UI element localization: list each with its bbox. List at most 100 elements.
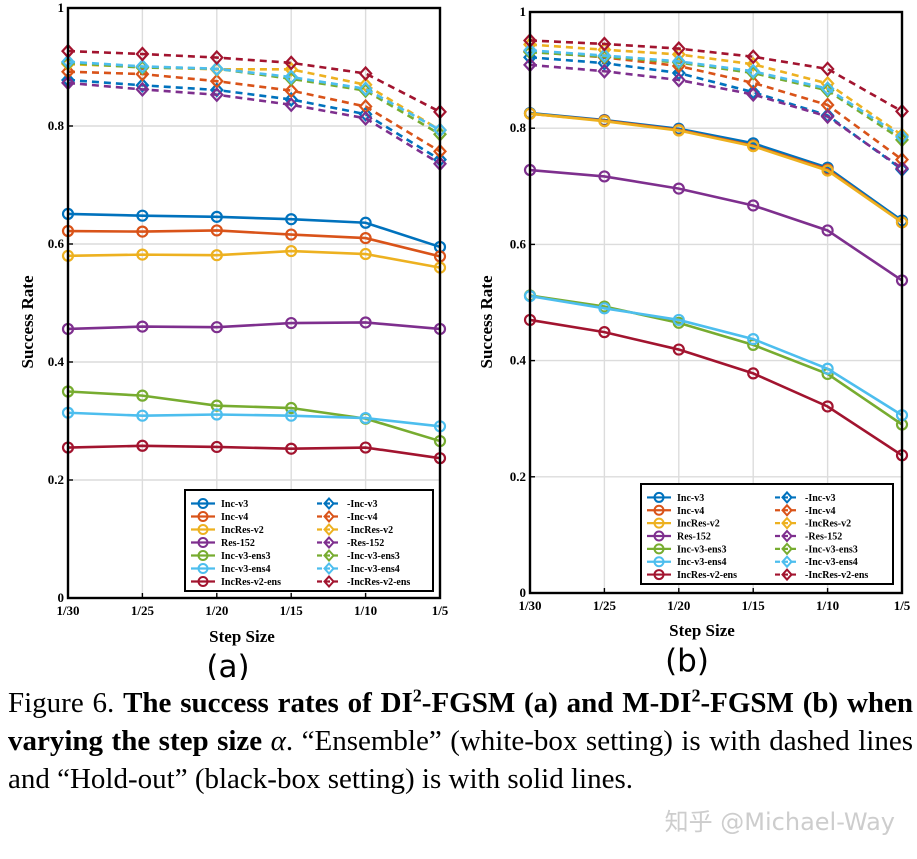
point-inc-v3-ens4-3: [747, 333, 760, 346]
chart-a: 1/30 1/25 1/20 1/15 1/10 1/5 0 0.2 0.4 0.6 0.8 1 Ste…: [18, 0, 449, 680]
point-res-152-4: [821, 224, 834, 237]
x-tick-label: 1/10: [354, 603, 377, 618]
legend-marker-inc-v4: [197, 511, 209, 522]
y-tick-label: 0: [520, 585, 527, 600]
legend-marker-incres-v2-ens: [197, 576, 209, 587]
legend-marker-ens-res-152: [323, 536, 335, 549]
legend-label-ens-inc-v3: -Inc-v3: [805, 493, 836, 504]
point-ens-incres-v2-ens-4: [358, 65, 373, 82]
point-inc-v3-ens4-2: [210, 408, 223, 421]
point-ens-inc-v3-ens4-2: [209, 61, 224, 77]
point-res-152-2: [672, 182, 685, 195]
legend-label-ens-inc-v4: -Inc-v4: [347, 512, 378, 523]
point-ens-inc-v3-ens4-2: [671, 53, 686, 70]
y-tick-label: 0.6: [510, 236, 527, 251]
point-ens-res-152-4: [820, 108, 835, 125]
legend-label-ens-incres-v2: -IncRes-v2: [347, 525, 393, 536]
point-incres-v2-ens-2: [210, 440, 223, 454]
point-ens-incres-v2-ens-3: [746, 49, 761, 65]
point-incres-v2-2: [672, 124, 685, 137]
point-ens-incres-v2-3: [746, 56, 761, 72]
point-incres-v2-ens-3: [747, 367, 760, 380]
legend-marker-res-152: [197, 537, 209, 548]
x-axis-label: Step Size: [209, 627, 275, 646]
legend-marker-ens-inc-v3-ens3: [323, 549, 335, 562]
point-incres-v2-2: [210, 249, 223, 262]
point-inc-v3-ens4-1: [598, 302, 611, 315]
chart-b: 1/30 1/25 1/20 1/15 1/10 1/5 0 0.2 0.4 0.6 0.8 1 Ste…: [477, 4, 911, 679]
legend-marker-ens-inc-v3: [781, 490, 793, 504]
series-line-ens-res-152: [529, 63, 903, 170]
point-ens-inc-v3-ens4-3: [284, 69, 299, 85]
legend-marker-ens-inc-v4: [781, 503, 793, 517]
figure-charts: 1/30 1/25 1/20 1/15 1/10 1/5 0 0.2 0.4 0.6 0.8 1 Ste…: [18, 0, 911, 680]
y-tick-label: 1: [520, 4, 527, 19]
x-tick-label: 1/20: [667, 598, 690, 613]
legend-label-inc-v3-ens4: Inc-v3-ens4: [221, 564, 270, 575]
point-ens-inc-v3-ens4-1: [597, 47, 612, 64]
series-line-inc-v4: [67, 229, 441, 258]
legend-marker-ens-inc-v3: [323, 497, 335, 510]
series-line-incres-v2: [67, 249, 441, 269]
point-ens-res-152-1: [597, 63, 612, 79]
legend-label-ens-inc-v3-ens3: -Inc-v3-ens3: [805, 544, 858, 555]
legend-marker-inc-v3-ens3: [197, 550, 209, 561]
point-incres-v2-ens-1: [598, 326, 611, 339]
legend-label-incres-v2-ens: IncRes-v2-ens: [221, 577, 281, 588]
panel-label: (a): [206, 649, 249, 680]
series-line-ens-inc-v4: [67, 70, 441, 153]
x-tick-label: 1/30: [518, 598, 541, 613]
legend-label-inc-v3-ens3: Inc-v3-ens3: [221, 551, 270, 562]
legend-marker-incres-v2-ens: [653, 569, 665, 581]
y-tick-label: 0.2: [48, 472, 64, 487]
point-incres-v2-ens-4: [821, 400, 834, 413]
point-ens-inc-v3-ens3-4: [820, 82, 835, 99]
point-ens-inc-v3-ens4-4: [820, 81, 835, 97]
x-tick-label: 1/5: [894, 598, 911, 613]
point-incres-v2-1: [136, 248, 149, 261]
point-res-152-3: [285, 316, 298, 330]
legend-label-res-152: Res-152: [677, 532, 711, 543]
series-line-ens-inc-v3: [67, 78, 441, 161]
point-ens-inc-v3-3: [746, 84, 761, 100]
point-ens-inc-v3-ens4-3: [746, 63, 761, 79]
series-line-ens-incres-v2: [529, 43, 903, 137]
y-axis-label: Success Rate: [477, 275, 496, 368]
point-ens-inc-v3-ens4-1: [135, 58, 150, 75]
series-line-incres-v2-ens: [529, 318, 903, 457]
x-tick-label: 1/20: [205, 603, 228, 618]
legend-marker-inc-v3: [197, 498, 209, 509]
series-line-res-152: [67, 321, 441, 331]
y-axis-label: Success Rate: [18, 275, 37, 368]
axes-frame: [528, 10, 904, 595]
x-axis-label: Step Size: [669, 621, 735, 640]
legend-marker-ens-inc-v3-ens3: [781, 542, 793, 556]
legend-marker-ens-inc-v3-ens4: [781, 555, 793, 569]
series-line-inc-v3-ens3: [529, 294, 903, 426]
point-ens-incres-v2-ens-1: [135, 46, 150, 62]
point-incres-v2-1: [598, 115, 611, 128]
series-line-ens-inc-v3-ens4: [529, 49, 903, 139]
legend-label-ens-incres-v2-ens: -IncRes-v2-ens: [347, 577, 410, 588]
legend-marker-res-152: [653, 530, 665, 542]
x-tick-label: 1/25: [593, 598, 617, 613]
point-inc-v3-4: [359, 216, 372, 229]
series-line-inc-v3-ens4: [529, 294, 903, 417]
legend-label-inc-v4: Inc-v4: [221, 512, 248, 523]
series-line-inc-v3-ens3: [67, 390, 441, 443]
point-ens-res-152-3: [746, 86, 761, 103]
point-inc-v4-4: [359, 232, 372, 245]
legend-label-inc-v4: Inc-v4: [677, 506, 704, 517]
point-ens-inc-v3-ens4-4: [358, 81, 373, 97]
panel-label: (b): [665, 643, 709, 679]
legend-label-ens-res-152: -Res-152: [347, 538, 384, 549]
point-ens-inc-v3-ens3-4: [358, 82, 373, 99]
point-inc-v4-1: [136, 225, 149, 238]
legend-label-res-152: Res-152: [221, 538, 255, 549]
series-line-inc-v3-ens4: [67, 411, 441, 428]
legend-marker-incres-v2: [197, 524, 209, 535]
point-ens-res-152-2: [671, 72, 686, 88]
legend-label-inc-v3-ens3: Inc-v3-ens3: [677, 544, 726, 555]
point-incres-v2-ens-3: [285, 442, 298, 455]
